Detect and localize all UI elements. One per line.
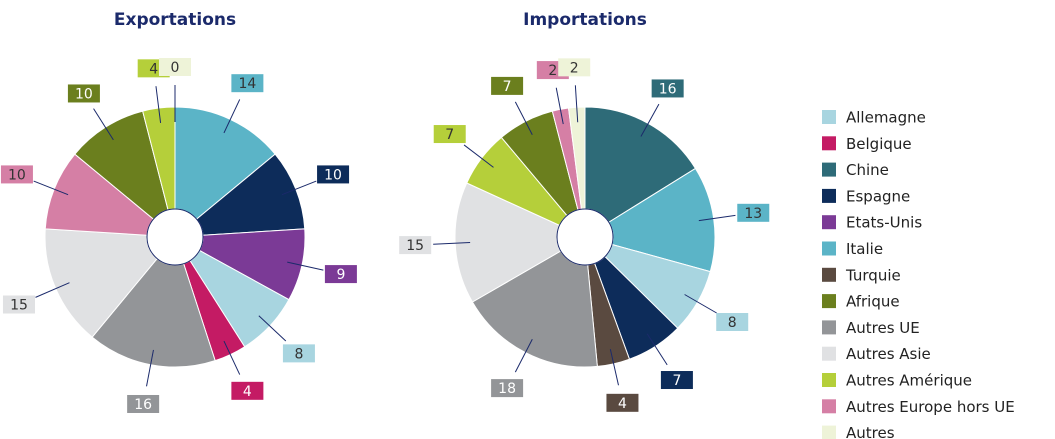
leader-line xyxy=(223,99,241,134)
label-box xyxy=(660,371,693,390)
label-box xyxy=(716,313,749,331)
data-label: 8 xyxy=(294,346,303,362)
legend-label: Allemagne xyxy=(846,109,926,127)
chart-title: Importations xyxy=(523,10,647,30)
data-label: 16 xyxy=(659,81,677,97)
legend-label: Autres Asie xyxy=(846,345,931,363)
legend-swatch xyxy=(822,136,836,151)
label-box xyxy=(491,76,524,95)
label-box xyxy=(399,236,432,255)
legend-label: Autres Europe hors UE xyxy=(846,398,1015,416)
label-box xyxy=(317,165,350,184)
label-box xyxy=(67,84,100,103)
data-label: 15 xyxy=(406,238,424,254)
legend-label: Turquie xyxy=(845,266,901,284)
leader-line xyxy=(258,315,287,342)
leader-line xyxy=(514,101,533,136)
data-label: 2 xyxy=(570,60,579,76)
data-label: 8 xyxy=(728,315,737,331)
leader-line xyxy=(609,349,619,386)
label-box xyxy=(491,379,524,398)
legend-label: Espagne xyxy=(846,187,910,205)
legend-swatch xyxy=(822,373,836,387)
legend-swatch xyxy=(822,241,836,256)
data-label: 4 xyxy=(243,384,252,400)
leader-line xyxy=(555,87,564,125)
legend-swatch xyxy=(822,188,836,203)
data-label: 18 xyxy=(498,381,516,397)
data-label: 15 xyxy=(10,298,28,314)
data-label: 9 xyxy=(336,267,345,283)
legend-swatch xyxy=(822,320,836,335)
donut-hole xyxy=(146,208,204,266)
data-label: 16 xyxy=(134,397,152,413)
legend-label: Afrique xyxy=(846,293,900,311)
leader-line xyxy=(146,349,154,387)
data-label: 2 xyxy=(548,63,557,79)
legend-label: Belgique xyxy=(846,135,912,153)
data-label: 10 xyxy=(324,167,342,183)
label-box xyxy=(433,125,466,144)
leader-line xyxy=(33,180,69,196)
data-label: 13 xyxy=(744,206,762,222)
legend-label: Etats-Unis xyxy=(846,214,922,232)
data-label: 0 xyxy=(171,60,180,76)
leader-line xyxy=(640,103,660,137)
legend-label: Chine xyxy=(846,161,889,179)
data-label: 7 xyxy=(672,373,681,389)
leader-line xyxy=(281,180,317,196)
data-label: 4 xyxy=(149,61,158,77)
leader-line xyxy=(93,108,114,141)
legend-swatch xyxy=(822,294,836,309)
label-box xyxy=(159,58,191,76)
donut-hole xyxy=(556,208,614,266)
label-box xyxy=(2,295,35,314)
legend-label: Italie xyxy=(846,240,883,258)
leader-line xyxy=(35,282,70,298)
label-box xyxy=(606,393,639,412)
legend-label: Autres xyxy=(846,424,895,439)
data-label: 7 xyxy=(503,79,512,95)
label-box xyxy=(651,79,684,98)
leader-line xyxy=(155,86,162,123)
chart-title: Exportations xyxy=(114,10,236,30)
data-label: 10 xyxy=(8,167,26,183)
legend-swatch xyxy=(822,425,836,439)
label-box xyxy=(282,344,315,363)
leader-line xyxy=(646,333,668,366)
data-label: 14 xyxy=(238,76,256,92)
label-box xyxy=(231,381,264,400)
data-label: 7 xyxy=(445,127,454,143)
leader-line xyxy=(514,338,533,373)
leader-line xyxy=(684,294,717,314)
leader-line xyxy=(287,261,324,271)
data-label: 4 xyxy=(618,396,627,412)
legend-swatch xyxy=(822,110,836,124)
leader-line xyxy=(574,85,579,123)
label-box xyxy=(0,165,33,184)
label-box xyxy=(324,265,357,284)
label-box xyxy=(558,58,591,77)
legend-swatch xyxy=(822,267,836,282)
legend-swatch xyxy=(822,162,836,177)
legend-label: Autres UE xyxy=(846,319,920,337)
label-box xyxy=(127,394,160,413)
legend-swatch xyxy=(822,399,836,414)
leader-line xyxy=(223,340,241,375)
leader-line xyxy=(433,241,471,245)
legend-swatch xyxy=(822,346,836,361)
leader-line xyxy=(463,144,494,168)
legend-swatch xyxy=(822,215,836,230)
data-label: 10 xyxy=(75,86,93,102)
label-box xyxy=(231,74,264,93)
legend-label: Autres Amérique xyxy=(846,372,972,390)
leader-line xyxy=(698,214,736,222)
label-box xyxy=(737,203,770,222)
